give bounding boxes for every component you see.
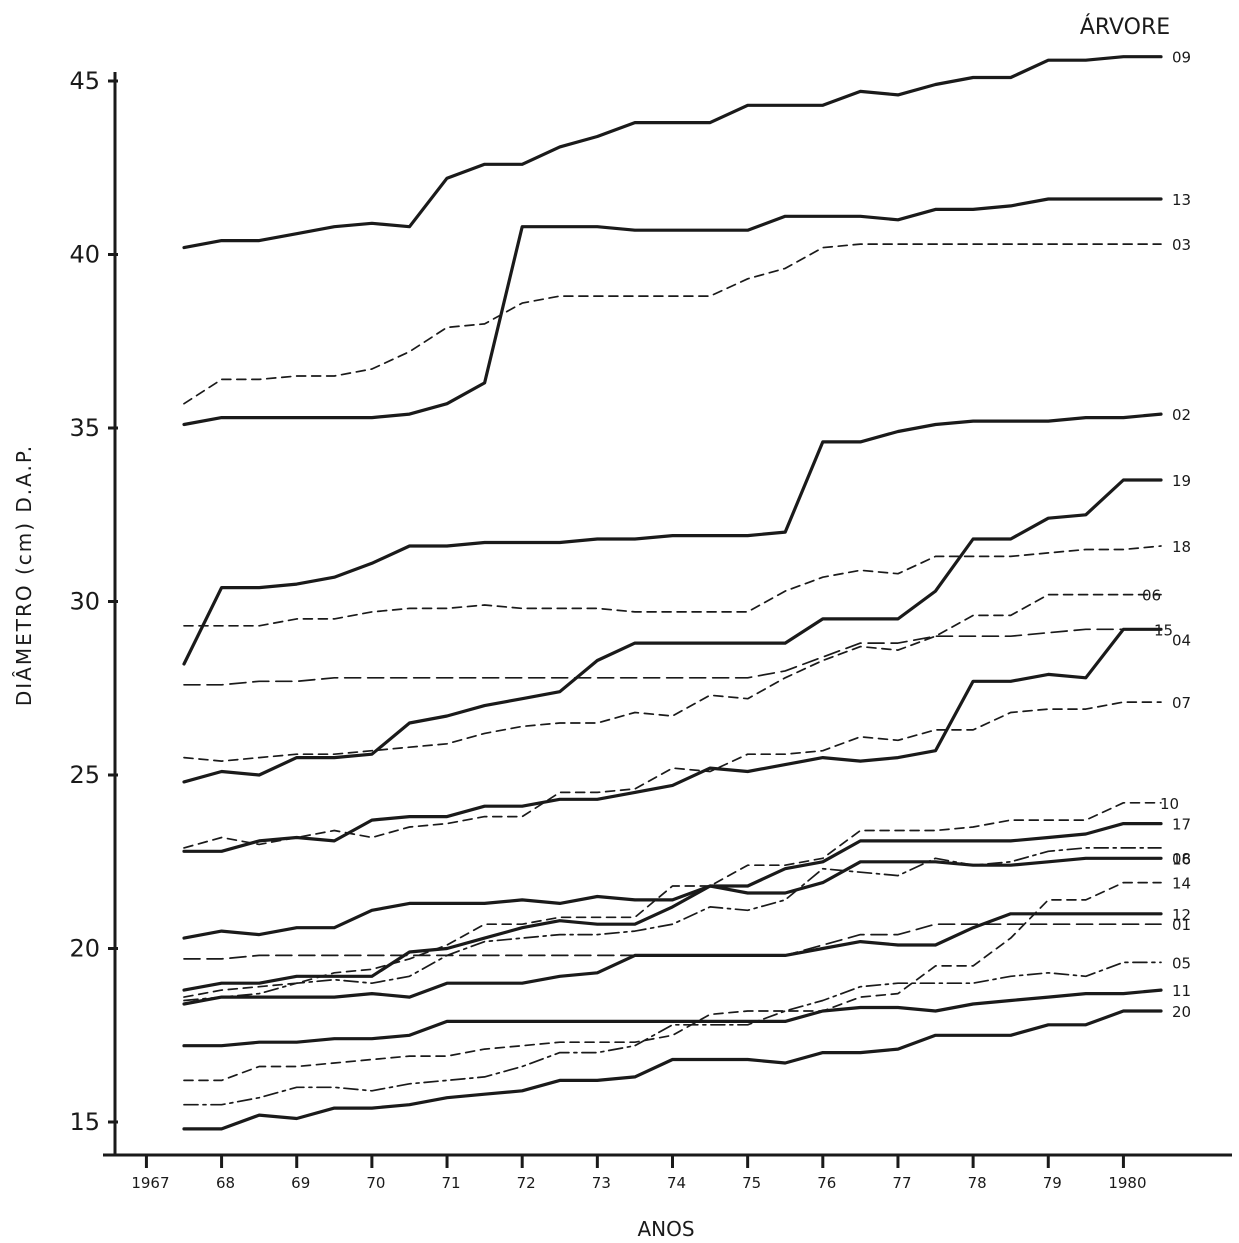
- series-label-20: 20: [1172, 1003, 1191, 1021]
- x-tick-label: 77: [892, 1174, 911, 1192]
- series-line-09: [182, 55, 1163, 250]
- series-line-07: [183, 701, 1162, 849]
- series-lines: [182, 55, 1163, 1131]
- series-label-10: 10: [1160, 795, 1179, 813]
- series-label-12: 12: [1172, 906, 1191, 924]
- legend-title: ÁRVORE: [1080, 14, 1170, 40]
- series-line-17: [182, 821, 1163, 992]
- series-line-03: [183, 243, 1162, 405]
- series-label-08: 08: [1172, 850, 1191, 868]
- series-label-07: 07: [1172, 694, 1191, 712]
- y-axis-title: DIÂMETRO (cm) D.A.P.: [12, 444, 36, 706]
- series-line-01: [183, 923, 1162, 960]
- series-line-04: [182, 627, 1163, 853]
- series-label-04: 04: [1172, 631, 1191, 649]
- x-tick-label: 76: [817, 1174, 836, 1192]
- series-label-03: 03: [1172, 236, 1191, 254]
- series-line-19: [182, 478, 1163, 784]
- series-line-10: [183, 801, 1162, 998]
- x-tick-label: 1980: [1108, 1174, 1146, 1192]
- x-tick-label: 72: [517, 1174, 536, 1192]
- x-tick-label: 1967: [131, 1174, 169, 1192]
- x-tick-label: 69: [291, 1174, 310, 1192]
- x-tick-label: 78: [968, 1174, 987, 1192]
- series-line-11: [182, 988, 1163, 1048]
- x-tick-label: 74: [667, 1174, 686, 1192]
- series-line-20: [182, 1009, 1163, 1131]
- x-axis-title: ANOS: [637, 1217, 694, 1241]
- x-tick-label: 73: [592, 1174, 611, 1192]
- series-line-02: [182, 412, 1163, 666]
- series-label-01: 01: [1172, 916, 1191, 934]
- series-label-13: 13: [1172, 191, 1191, 209]
- series-line-13: [182, 197, 1163, 427]
- x-axis-ticks: 1967 68 69 70 71 72 73 74 75 76 77 78 79 1980: [131, 1155, 1147, 1192]
- y-axis-ticks: 15 20 25 30 35 40 45: [69, 67, 118, 1136]
- series-label-16: 16: [1172, 850, 1191, 868]
- series-label-02: 02: [1172, 406, 1191, 424]
- series-label-18: 18: [1172, 538, 1191, 556]
- series-line-06: [183, 593, 1162, 762]
- series-line-15: [183, 628, 1162, 686]
- x-tick-label: 70: [366, 1174, 385, 1192]
- series-line-18: [183, 545, 1162, 627]
- series-label-19: 19: [1172, 472, 1191, 490]
- series-line-05: [183, 961, 1162, 1106]
- series-line-16: [182, 856, 1163, 940]
- series-label-11: 11: [1172, 982, 1191, 1000]
- series-line-14: [183, 881, 1162, 1082]
- x-tick-label: 75: [742, 1174, 761, 1192]
- y-tick-label: 20: [69, 935, 100, 963]
- x-tick-label: 71: [441, 1174, 460, 1192]
- series-label-05: 05: [1172, 954, 1191, 972]
- y-tick-label: 30: [69, 588, 100, 616]
- series-label-17: 17: [1172, 816, 1191, 834]
- x-tick-label: 79: [1043, 1174, 1062, 1192]
- x-tick-label: 68: [216, 1174, 235, 1192]
- series-label-09: 09: [1172, 49, 1191, 67]
- y-tick-label: 15: [69, 1108, 100, 1136]
- series-label-14: 14: [1172, 875, 1191, 893]
- y-tick-label: 35: [69, 414, 100, 442]
- y-tick-label: 40: [69, 241, 100, 269]
- series-label-06: 06: [1142, 587, 1161, 605]
- series-label-15: 15: [1154, 621, 1173, 639]
- y-tick-label: 25: [69, 761, 100, 789]
- y-tick-label: 45: [69, 67, 100, 95]
- series-line-08: [183, 847, 1162, 1002]
